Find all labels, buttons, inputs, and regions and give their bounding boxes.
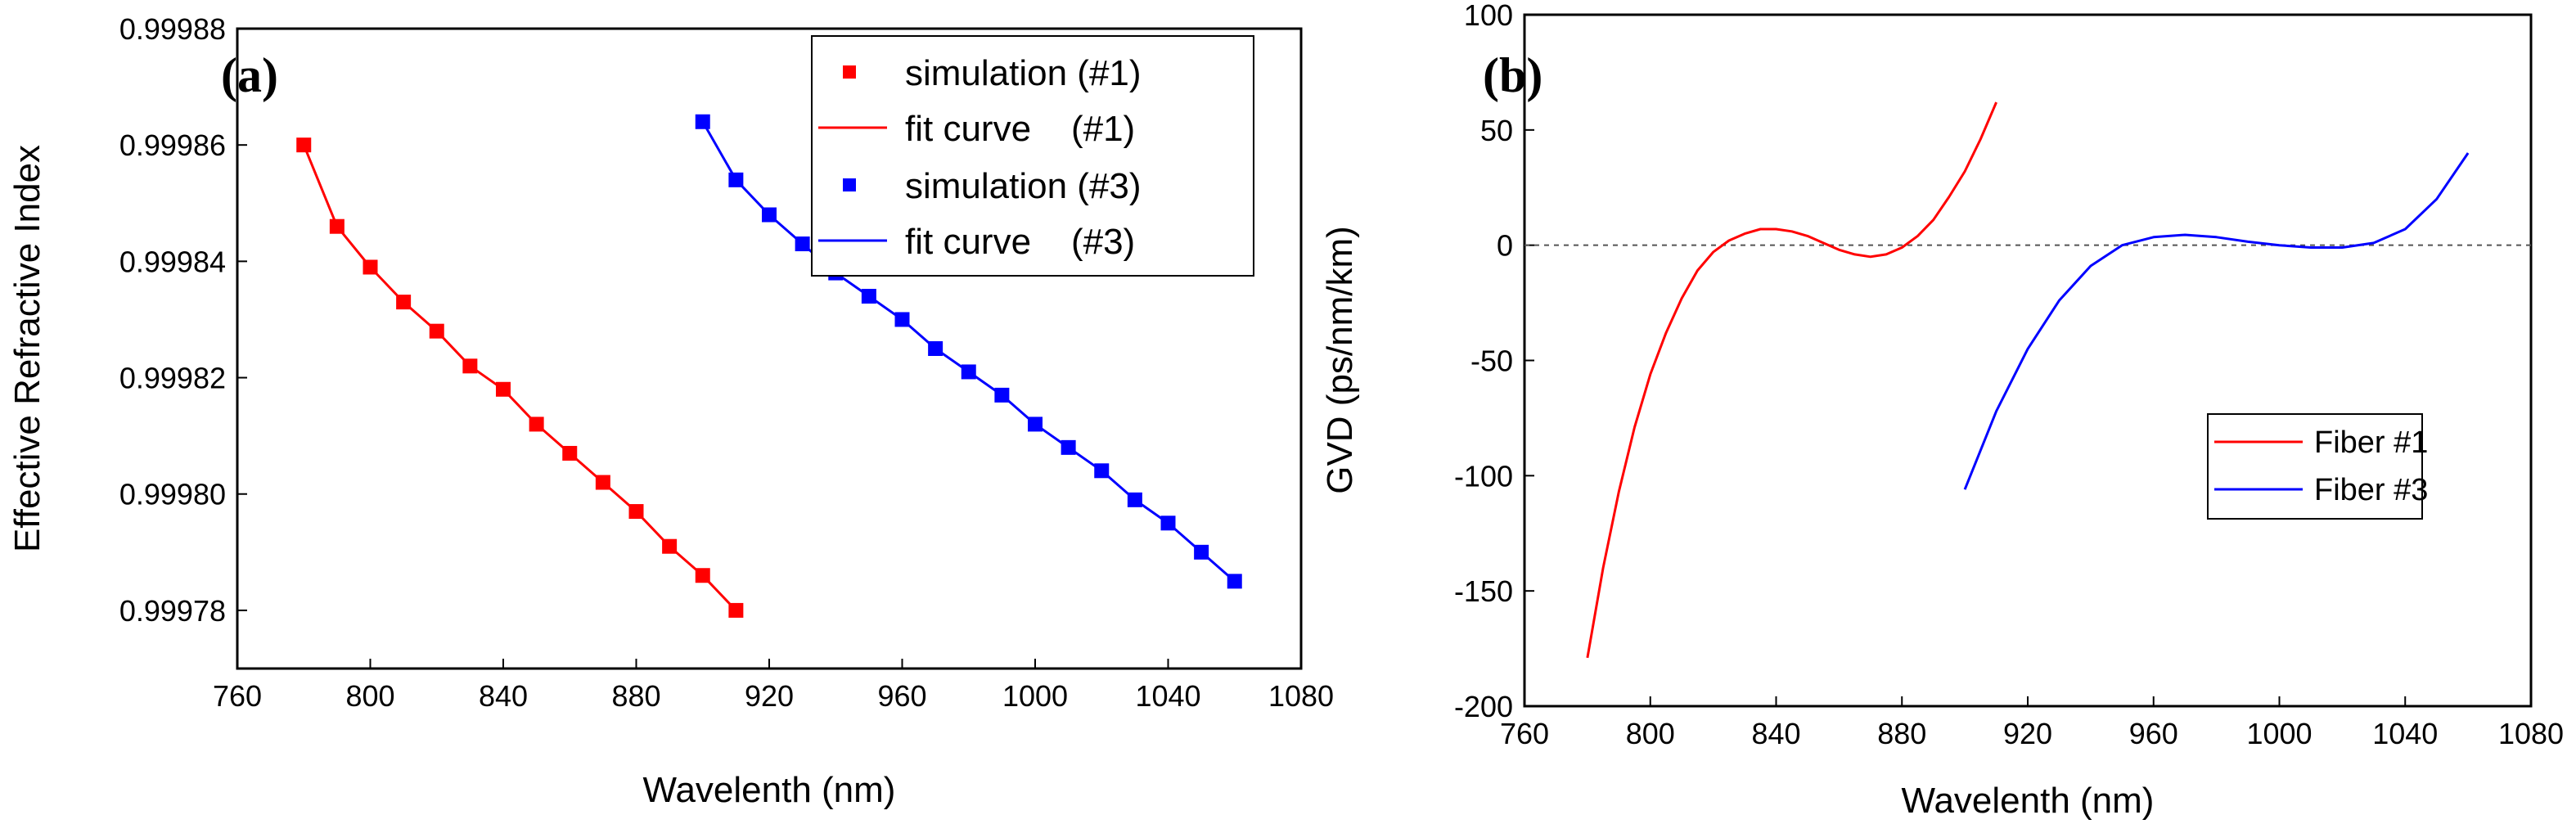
series-line-fiber-1 (1586, 101, 1997, 659)
legend-label-fiber3: Fiber #3 (2314, 473, 2428, 507)
point-simulation-3-13 (1127, 492, 1142, 507)
legend-marker-sim1 (843, 65, 856, 79)
panel-label-b: (b) (1483, 48, 1542, 102)
point-simulation-1-13 (728, 602, 744, 618)
point-simulation-3-9 (994, 387, 1010, 403)
point-simulation-3-15 (1194, 544, 1209, 560)
legend-box-a (811, 35, 1254, 277)
legend-label-fit3: fit curve (#3) (905, 222, 1135, 262)
y-tick-label-a-0: 0.99978 (119, 594, 226, 628)
y-tick-label-a-1: 0.99980 (119, 478, 226, 511)
x-tick-label-a-1: 800 (345, 679, 394, 713)
legend-box-b (2207, 413, 2423, 520)
panel-a: 760 800 840 880 920 960 1000 1040 1080 0.99978 0.9… (7, 12, 1334, 810)
y-tick-label-b-6: 100 (1464, 0, 1513, 32)
legend-b: Fiber #1 Fiber #3 (2207, 413, 2428, 520)
point-simulation-3-10 (1028, 417, 1043, 432)
point-simulation-1-6 (496, 381, 511, 397)
y-tick-label-b-2: -100 (1454, 459, 1513, 493)
point-simulation-1-3 (396, 295, 412, 310)
x-tick-label-a-5: 960 (877, 679, 926, 713)
legend-label-sim3: simulation (#3) (905, 166, 1142, 206)
y-tick-label-a-2: 0.99982 (119, 362, 226, 395)
legend-marker-sim3 (843, 178, 856, 191)
point-simulation-1-12 (695, 568, 710, 583)
y-tick-label-a-5: 0.99988 (119, 12, 226, 46)
x-tick-label-b-4: 920 (2003, 717, 2052, 750)
x-tick-label-b-3: 880 (1877, 717, 1926, 750)
x-tick-label-b-7: 1040 (2372, 717, 2438, 750)
y-tick-label-a-3: 0.99984 (119, 245, 226, 278)
point-simulation-3-0 (695, 114, 710, 129)
legend-a: simulation (#1) fit curve (#1) simulatio… (811, 35, 1254, 277)
x-tick-label-a-7: 1040 (1135, 679, 1200, 713)
x-tick-label-a-6: 1000 (1002, 679, 1068, 713)
legend-label-fit1: fit curve (#1) (905, 109, 1135, 149)
x-tick-label-a-8: 1080 (1268, 679, 1334, 713)
legend-label-fiber1: Fiber #1 (2314, 426, 2428, 460)
point-simulation-3-1 (728, 172, 744, 187)
y-axis-label-a: Effective Refractive Index (7, 145, 47, 552)
y-tick-label-b-0: -200 (1454, 690, 1513, 723)
x-axis-label-a: Wavelenth (nm) (643, 770, 896, 810)
plot-frame-b (1523, 13, 2533, 708)
x-tick-label-b-0: 760 (1500, 717, 1549, 750)
x-tick-label-b-2: 840 (1751, 717, 1800, 750)
point-simulation-3-8 (961, 364, 976, 380)
y-tick-label-b-3: -50 (1470, 344, 1513, 378)
point-simulation-3-3 (795, 236, 810, 252)
point-simulation-1-11 (662, 538, 678, 554)
point-simulation-3-11 (1061, 439, 1076, 455)
point-simulation-1-10 (628, 504, 644, 520)
point-simulation-1-7 (529, 417, 544, 432)
point-simulation-1-1 (329, 218, 345, 234)
y-tick-label-b-1: -150 (1454, 574, 1513, 608)
point-simulation-3-7 (928, 341, 943, 356)
point-simulation-3-14 (1160, 516, 1176, 531)
x-tick-label-a-3: 880 (611, 679, 660, 713)
x-tick-label-b-5: 960 (2129, 717, 2178, 750)
point-simulation-1-5 (462, 358, 478, 374)
x-axis-label-b: Wavelenth (nm) (1902, 781, 2155, 821)
x-tick-label-b-8: 1080 (2498, 717, 2564, 750)
legend-label-sim1: simulation (#1) (905, 53, 1142, 93)
point-simulation-1-9 (595, 475, 610, 490)
x-tick-label-b-6: 1000 (2246, 717, 2312, 750)
point-simulation-1-8 (562, 445, 578, 461)
point-simulation-3-2 (762, 207, 777, 223)
point-simulation-3-16 (1227, 574, 1242, 589)
point-simulation-1-0 (296, 137, 312, 153)
x-tick-label-a-2: 840 (479, 679, 528, 713)
point-simulation-3-5 (861, 289, 876, 304)
point-simulation-3-6 (894, 312, 910, 327)
x-tick-label-a-4: 920 (745, 679, 794, 713)
point-simulation-3-12 (1094, 463, 1110, 479)
series-line-fiber-3 (1963, 152, 2470, 490)
y-axis-label-b: GVD (ps/nm/km) (1320, 226, 1360, 494)
y-tick-label-b-5: 50 (1480, 114, 1513, 147)
y-tick-label-a-4: 0.99986 (119, 128, 226, 162)
point-simulation-1-4 (429, 323, 444, 339)
x-tick-label-a-0: 760 (213, 679, 262, 713)
panel-label-a: (a) (221, 48, 278, 102)
y-tick-label-b-4: 0 (1497, 229, 1513, 263)
x-tick-label-b-1: 800 (1626, 717, 1675, 750)
point-simulation-1-2 (363, 259, 378, 275)
panel-b: 760 800 840 880 920 960 1000 1040 1080-200-150-1… (1320, 0, 2564, 821)
